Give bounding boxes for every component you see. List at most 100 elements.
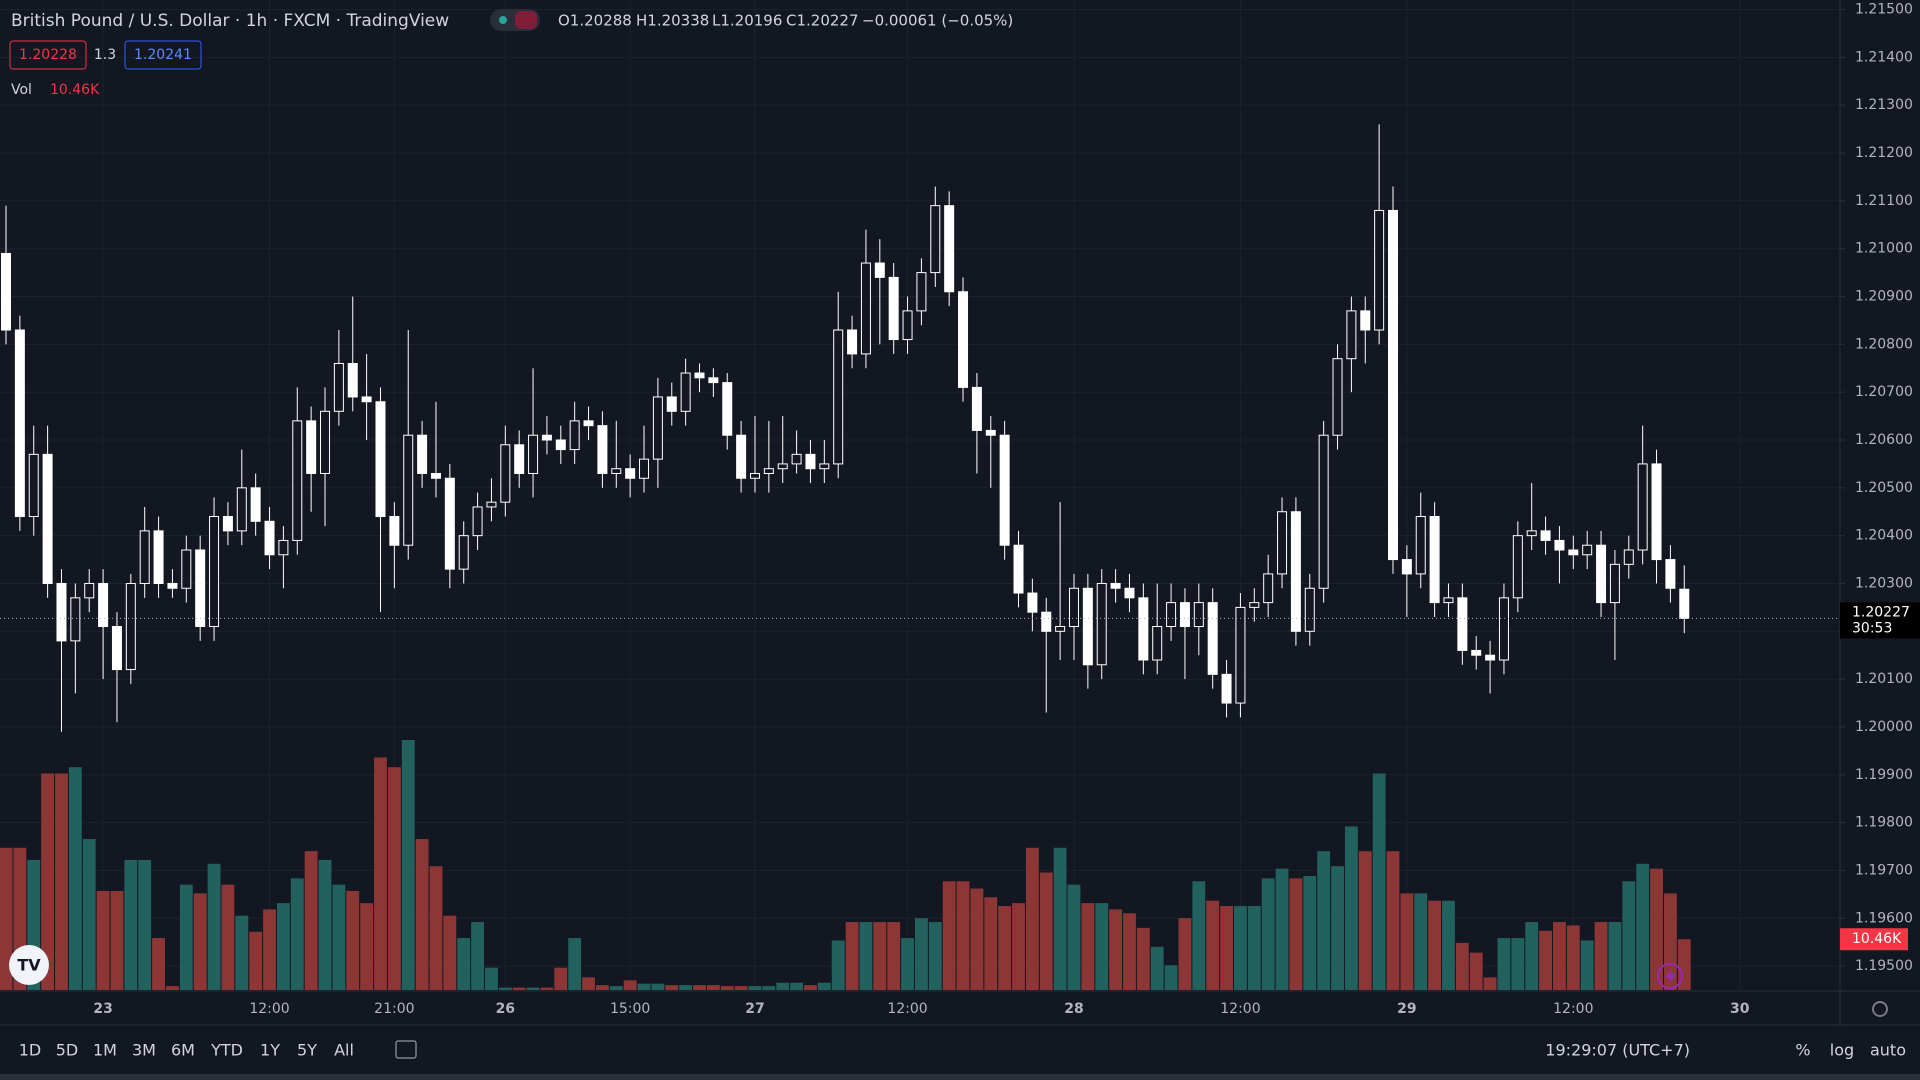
candle-body	[333, 362, 344, 412]
volume-bar	[901, 938, 914, 990]
candle-body	[1263, 573, 1274, 604]
range-button[interactable]: 1Y	[260, 1041, 280, 1060]
volume-bar	[82, 839, 96, 990]
volume-bar	[166, 986, 179, 990]
range-button[interactable]: 1D	[19, 1041, 42, 1060]
percent-toggle[interactable]: %	[1795, 1041, 1810, 1060]
candle-body	[916, 272, 927, 312]
volume-bar	[859, 922, 873, 990]
lightning-bolt	[1665, 968, 1676, 985]
volume-bar	[457, 938, 471, 990]
volume-bar	[1622, 881, 1636, 990]
candle-body	[1318, 434, 1329, 589]
volume-bar	[1608, 922, 1622, 990]
x-tick-label: 28	[1064, 1001, 1083, 1017]
candle-body	[958, 291, 969, 388]
candle-body	[1401, 559, 1412, 575]
status-dot	[499, 16, 507, 24]
y-tick-label: 1.20100	[1855, 671, 1913, 687]
candle-body	[597, 425, 608, 474]
settings-icon[interactable]	[1872, 1001, 1888, 1017]
range-button[interactable]: 5D	[56, 1041, 79, 1060]
candle-body	[666, 396, 677, 412]
tv-logo[interactable]	[9, 945, 49, 985]
y-tick-label: 1.20500	[1855, 480, 1913, 496]
candle-body	[417, 434, 428, 474]
candle-body	[1082, 587, 1093, 666]
candle-body	[181, 549, 192, 589]
candle-body	[680, 372, 691, 412]
candle-body	[209, 516, 220, 628]
volume-bar	[928, 922, 942, 990]
candle-body	[1277, 511, 1288, 575]
x-tick-label: 21:00	[374, 1001, 414, 1017]
candle-body	[28, 453, 39, 518]
range-button[interactable]: All	[334, 1041, 354, 1060]
candle-body	[611, 468, 622, 474]
candle-body	[860, 262, 871, 355]
clock[interactable]: 19:29:07 (UTC+7)	[1545, 1041, 1690, 1060]
candle-body	[292, 420, 303, 541]
x-tick-label: 29	[1397, 1001, 1416, 1017]
volume-bar	[831, 940, 845, 990]
volume-bar	[665, 985, 679, 990]
candle-body	[971, 386, 982, 431]
range-button[interactable]: 5Y	[297, 1041, 317, 1060]
candle-body	[652, 396, 663, 460]
bid-box[interactable]	[9, 40, 87, 70]
volume-bar	[1428, 900, 1442, 990]
last-price-label: 1.20227	[1852, 604, 1910, 620]
volume-bar	[762, 986, 776, 990]
volume-bar	[41, 773, 55, 990]
volume-bar	[55, 773, 68, 990]
volume-bar	[1150, 946, 1164, 990]
volume-bar	[221, 884, 235, 990]
candle-body	[1596, 544, 1607, 604]
volume-bar	[152, 938, 166, 990]
range-button[interactable]: 6M	[171, 1041, 195, 1060]
volume-bar	[498, 987, 512, 990]
y-tick-label: 1.20000	[1855, 719, 1913, 735]
candle-body	[902, 310, 913, 341]
candle-pane	[1, 124, 1690, 732]
date-range-icon[interactable]	[395, 1040, 417, 1059]
volume-bar	[429, 866, 443, 990]
range-button[interactable]: YTD	[210, 1041, 243, 1060]
volume-bar	[1220, 906, 1233, 990]
x-tick-label: 12:00	[1220, 1001, 1260, 1017]
volume-bar	[887, 922, 901, 990]
volume-bar	[110, 890, 124, 990]
candle-body	[805, 453, 816, 470]
candle-body	[70, 597, 81, 642]
candle-body	[555, 439, 566, 451]
bottom-strip	[0, 1074, 1920, 1080]
lightning-icon[interactable]	[1657, 963, 1683, 989]
range-button[interactable]: 3M	[132, 1041, 156, 1060]
candle-body	[1, 252, 11, 331]
candle-body	[1540, 530, 1551, 541]
candle-body	[1360, 310, 1371, 331]
volume-bar	[1303, 875, 1317, 990]
candle-body	[1013, 544, 1024, 594]
candle-body	[444, 477, 455, 570]
toolbar: 1D 5D 1M 3M 6M YTD 1Y 5Y All	[19, 1041, 354, 1060]
candle-body	[819, 463, 830, 470]
candle-body	[1055, 626, 1066, 632]
auto-toggle[interactable]: auto	[1870, 1041, 1906, 1060]
candle-body	[1415, 516, 1426, 575]
volume-bar	[290, 878, 304, 990]
candle-body	[389, 516, 400, 546]
volume-bar	[845, 922, 859, 990]
ask-box[interactable]	[124, 40, 202, 70]
range-button[interactable]: 1M	[93, 1041, 117, 1060]
volume-bar	[1442, 900, 1455, 990]
candle-body	[1166, 602, 1177, 628]
y-tick-label: 1.20700	[1855, 384, 1913, 400]
candle-body	[278, 539, 289, 556]
candle-body	[874, 262, 885, 278]
candle-body	[1526, 530, 1537, 537]
candle-body	[1485, 654, 1496, 661]
candle-body	[1138, 597, 1149, 661]
log-toggle[interactable]: log	[1830, 1041, 1854, 1060]
